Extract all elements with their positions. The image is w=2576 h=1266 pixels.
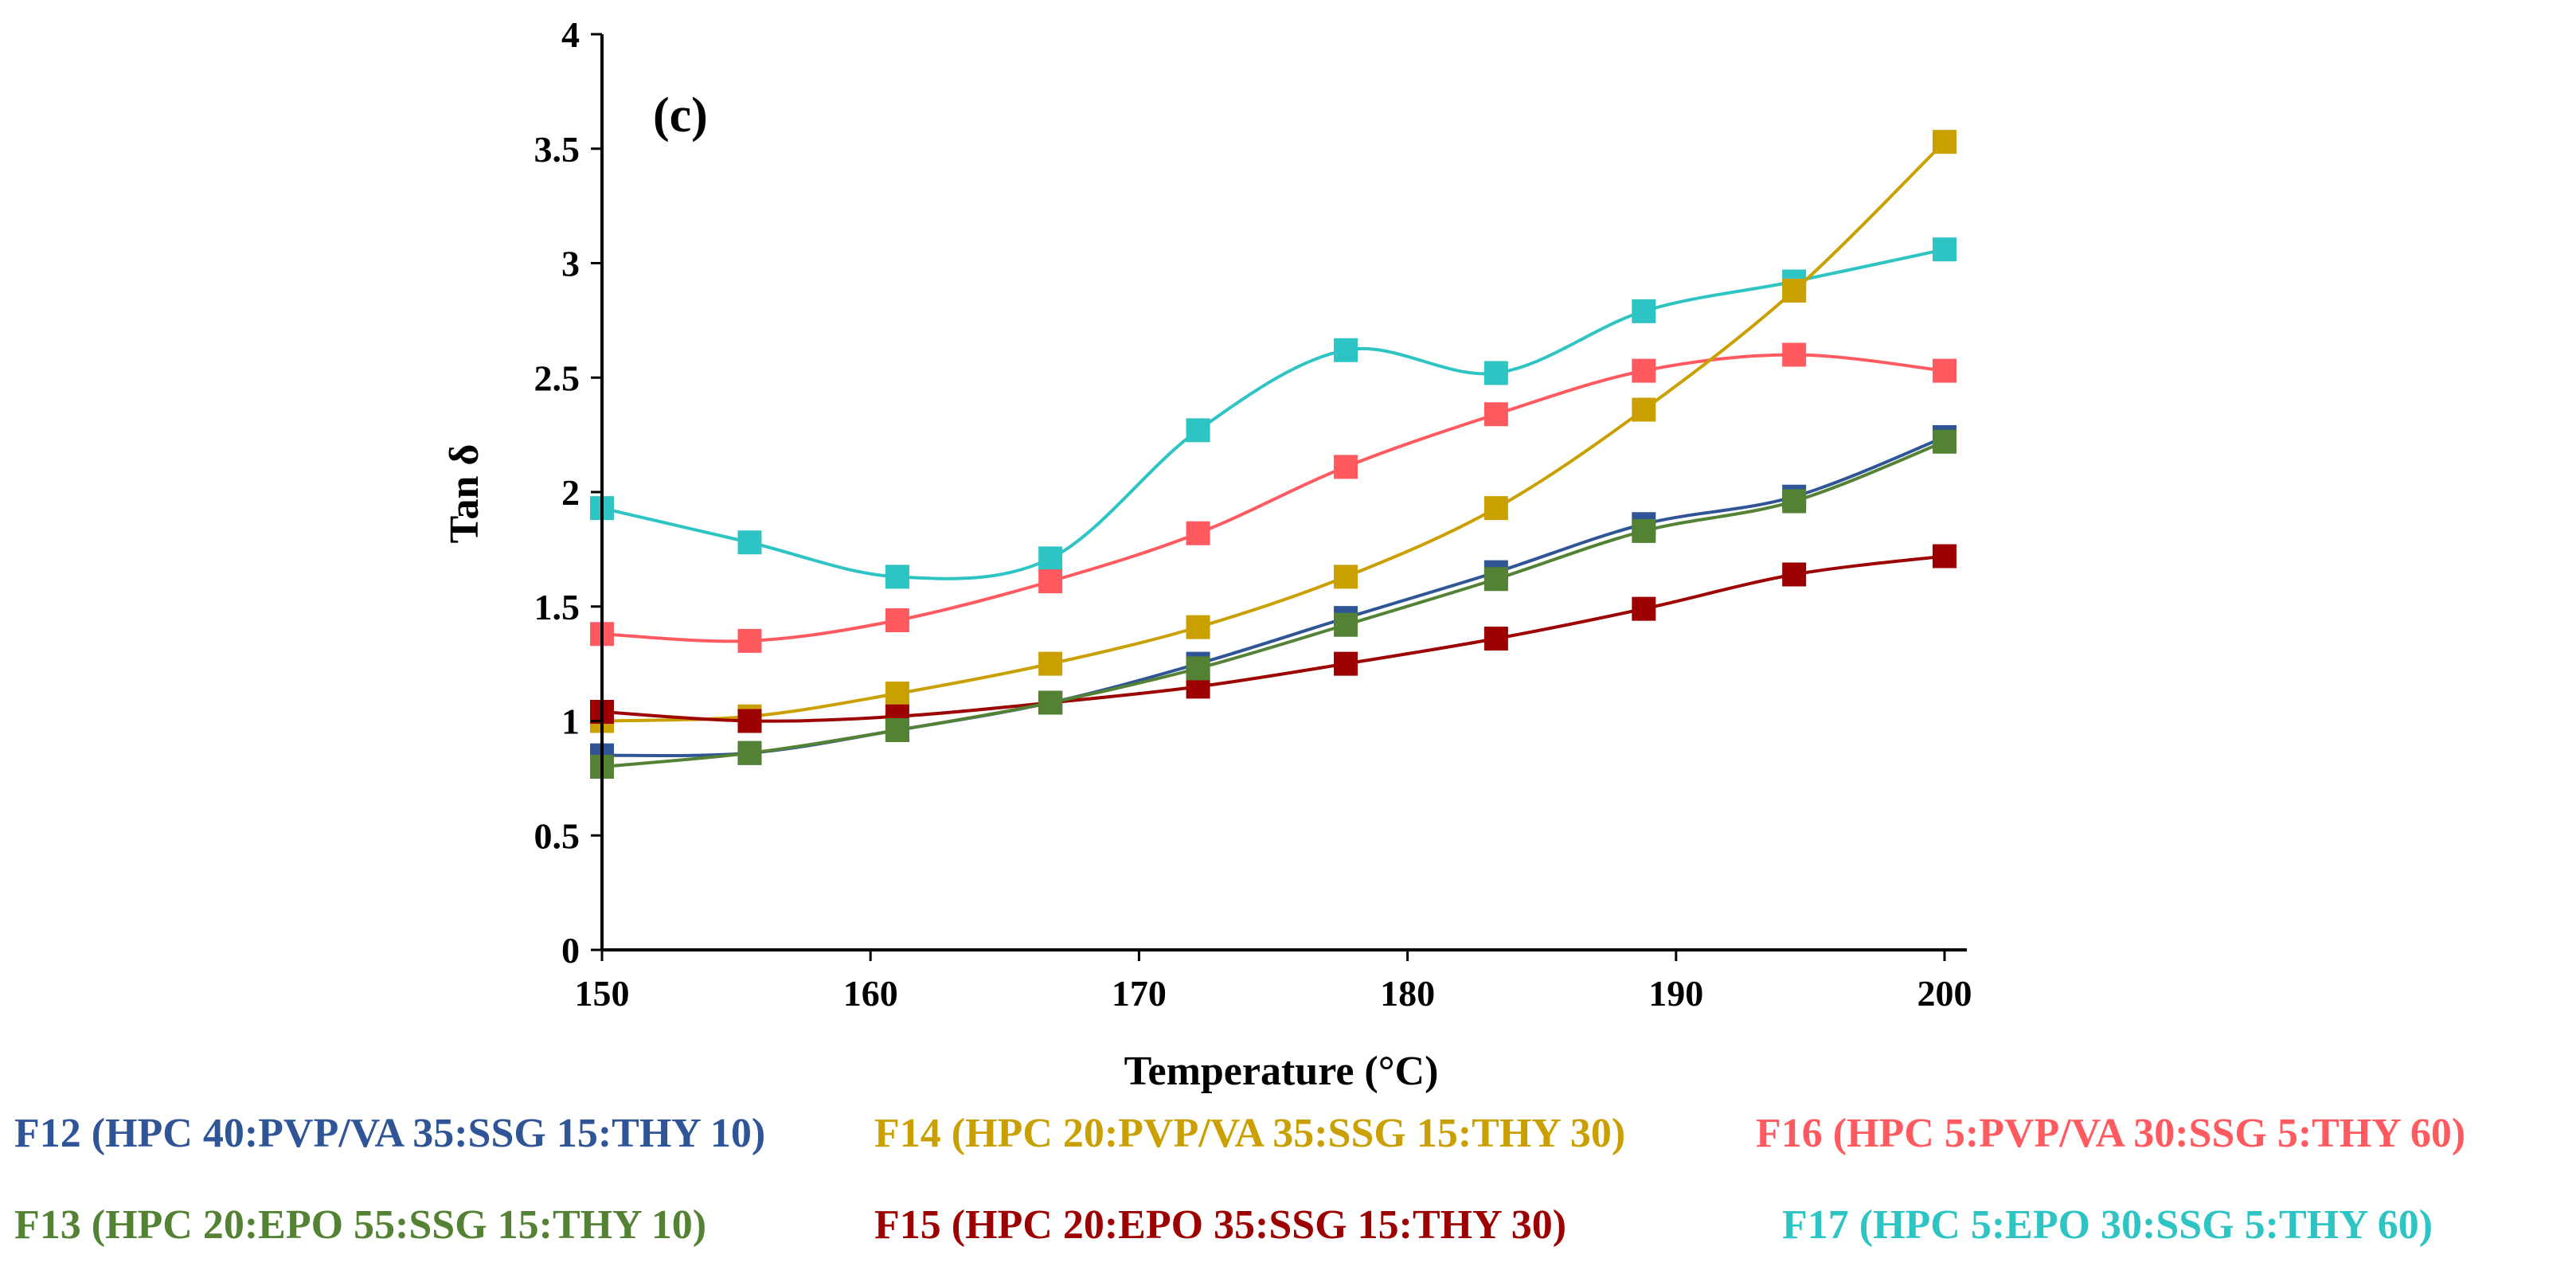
data-point-marker xyxy=(1782,342,1807,367)
data-point-marker xyxy=(1186,521,1210,545)
data-point-marker xyxy=(1933,429,1956,454)
data-point-marker xyxy=(737,709,762,733)
data-point-marker xyxy=(1782,279,1807,303)
data-point-marker xyxy=(885,565,909,589)
x-tick-label: 150 xyxy=(575,973,630,1014)
x-tick-label: 200 xyxy=(1917,973,1972,1014)
x-tick-label: 170 xyxy=(1112,973,1167,1014)
series-line xyxy=(601,440,1945,768)
data-point-marker xyxy=(1483,567,1508,592)
series-f12 xyxy=(590,425,1956,768)
data-point-marker xyxy=(1186,656,1210,681)
series-f13 xyxy=(590,429,1956,779)
data-point-marker xyxy=(737,740,762,765)
data-point-marker xyxy=(1782,562,1807,587)
data-point-marker xyxy=(1334,612,1358,637)
x-tick-label: 190 xyxy=(1648,973,1703,1014)
series-line xyxy=(601,554,1945,723)
legend: F12 (HPC 40:PVP/VA 35:SSG 15:THY 10) F14 … xyxy=(14,1111,2465,1248)
x-tick-label: 160 xyxy=(843,973,898,1014)
y-tick-label: 4 xyxy=(561,14,580,55)
axes: 0 0.5 1 1.5 2 2.5 3 3.5 4 150 160 170 180 190 200 Tempe… xyxy=(442,14,1972,1094)
data-point-marker xyxy=(1038,546,1063,571)
data-point-marker xyxy=(1933,237,1956,262)
data-point-marker xyxy=(885,682,909,705)
y-tick-label: 1 xyxy=(561,701,580,742)
x-tick-label: 180 xyxy=(1380,973,1435,1014)
series-line xyxy=(601,353,1945,643)
data-point-marker xyxy=(1334,651,1358,676)
y-tick-label: 2.5 xyxy=(534,358,580,398)
series-f14 xyxy=(590,130,1956,733)
data-point-marker xyxy=(1483,627,1508,651)
legend-entry: F15 (HPC 20:EPO 35:SSG 15:THY 30) xyxy=(874,1202,1566,1248)
data-point-marker xyxy=(1334,565,1358,589)
y-tick-label: 0.5 xyxy=(534,815,580,856)
series-line xyxy=(601,140,1946,723)
data-point-marker xyxy=(1632,358,1656,383)
y-tick-label: 3 xyxy=(561,244,580,284)
data-point-marker xyxy=(1483,402,1508,427)
data-point-marker xyxy=(1632,299,1656,323)
legend-entry: F13 (HPC 20:EPO 55:SSG 15:THY 10) xyxy=(14,1202,706,1248)
y-tick-label: 2 xyxy=(561,472,580,513)
data-point-marker xyxy=(1933,130,1956,154)
y-tick-label: 1.5 xyxy=(534,587,580,627)
legend-entry: F14 (HPC 20:PVP/VA 35:SSG 15:THY 30) xyxy=(874,1111,1625,1156)
y-tick-label: 0 xyxy=(561,930,580,971)
data-point-marker xyxy=(1334,455,1358,479)
x-axis-title: Temperature (°C) xyxy=(1124,1049,1439,1094)
data-point-marker xyxy=(737,628,762,653)
series-line xyxy=(601,436,1945,757)
data-point-marker xyxy=(1334,338,1358,362)
data-point-marker xyxy=(1632,397,1656,422)
data-point-marker xyxy=(1632,518,1656,543)
legend-entry: F12 (HPC 40:PVP/VA 35:SSG 15:THY 10) xyxy=(14,1111,765,1156)
data-point-marker xyxy=(885,608,909,632)
data-point-marker xyxy=(1038,569,1063,594)
y-axis-title: Tan δ xyxy=(442,444,487,544)
data-point-marker xyxy=(1483,361,1508,385)
data-point-marker xyxy=(1632,596,1656,621)
data-point-marker xyxy=(1186,418,1210,443)
data-point-marker xyxy=(1038,690,1063,715)
legend-entry: F16 (HPC 5:PVP/VA 30:SSG 5:THY 60) xyxy=(1756,1111,2465,1156)
plot-area xyxy=(590,130,1956,779)
panel-label: (c) xyxy=(653,88,708,143)
legend-entry: F17 (HPC 5:EPO 30:SSG 5:THY 60) xyxy=(1782,1202,2433,1248)
data-point-marker xyxy=(885,718,909,742)
y-tick-label: 3.5 xyxy=(534,129,580,170)
data-point-marker xyxy=(1186,615,1210,639)
data-point-marker xyxy=(1933,544,1956,569)
series-f16 xyxy=(590,342,1956,653)
data-point-marker xyxy=(1483,496,1508,521)
data-point-marker xyxy=(1038,651,1063,676)
data-point-marker xyxy=(1933,358,1956,383)
data-point-marker xyxy=(737,530,762,555)
series-f17 xyxy=(590,237,1956,589)
series-line xyxy=(601,248,1945,580)
data-point-marker xyxy=(1782,489,1807,514)
